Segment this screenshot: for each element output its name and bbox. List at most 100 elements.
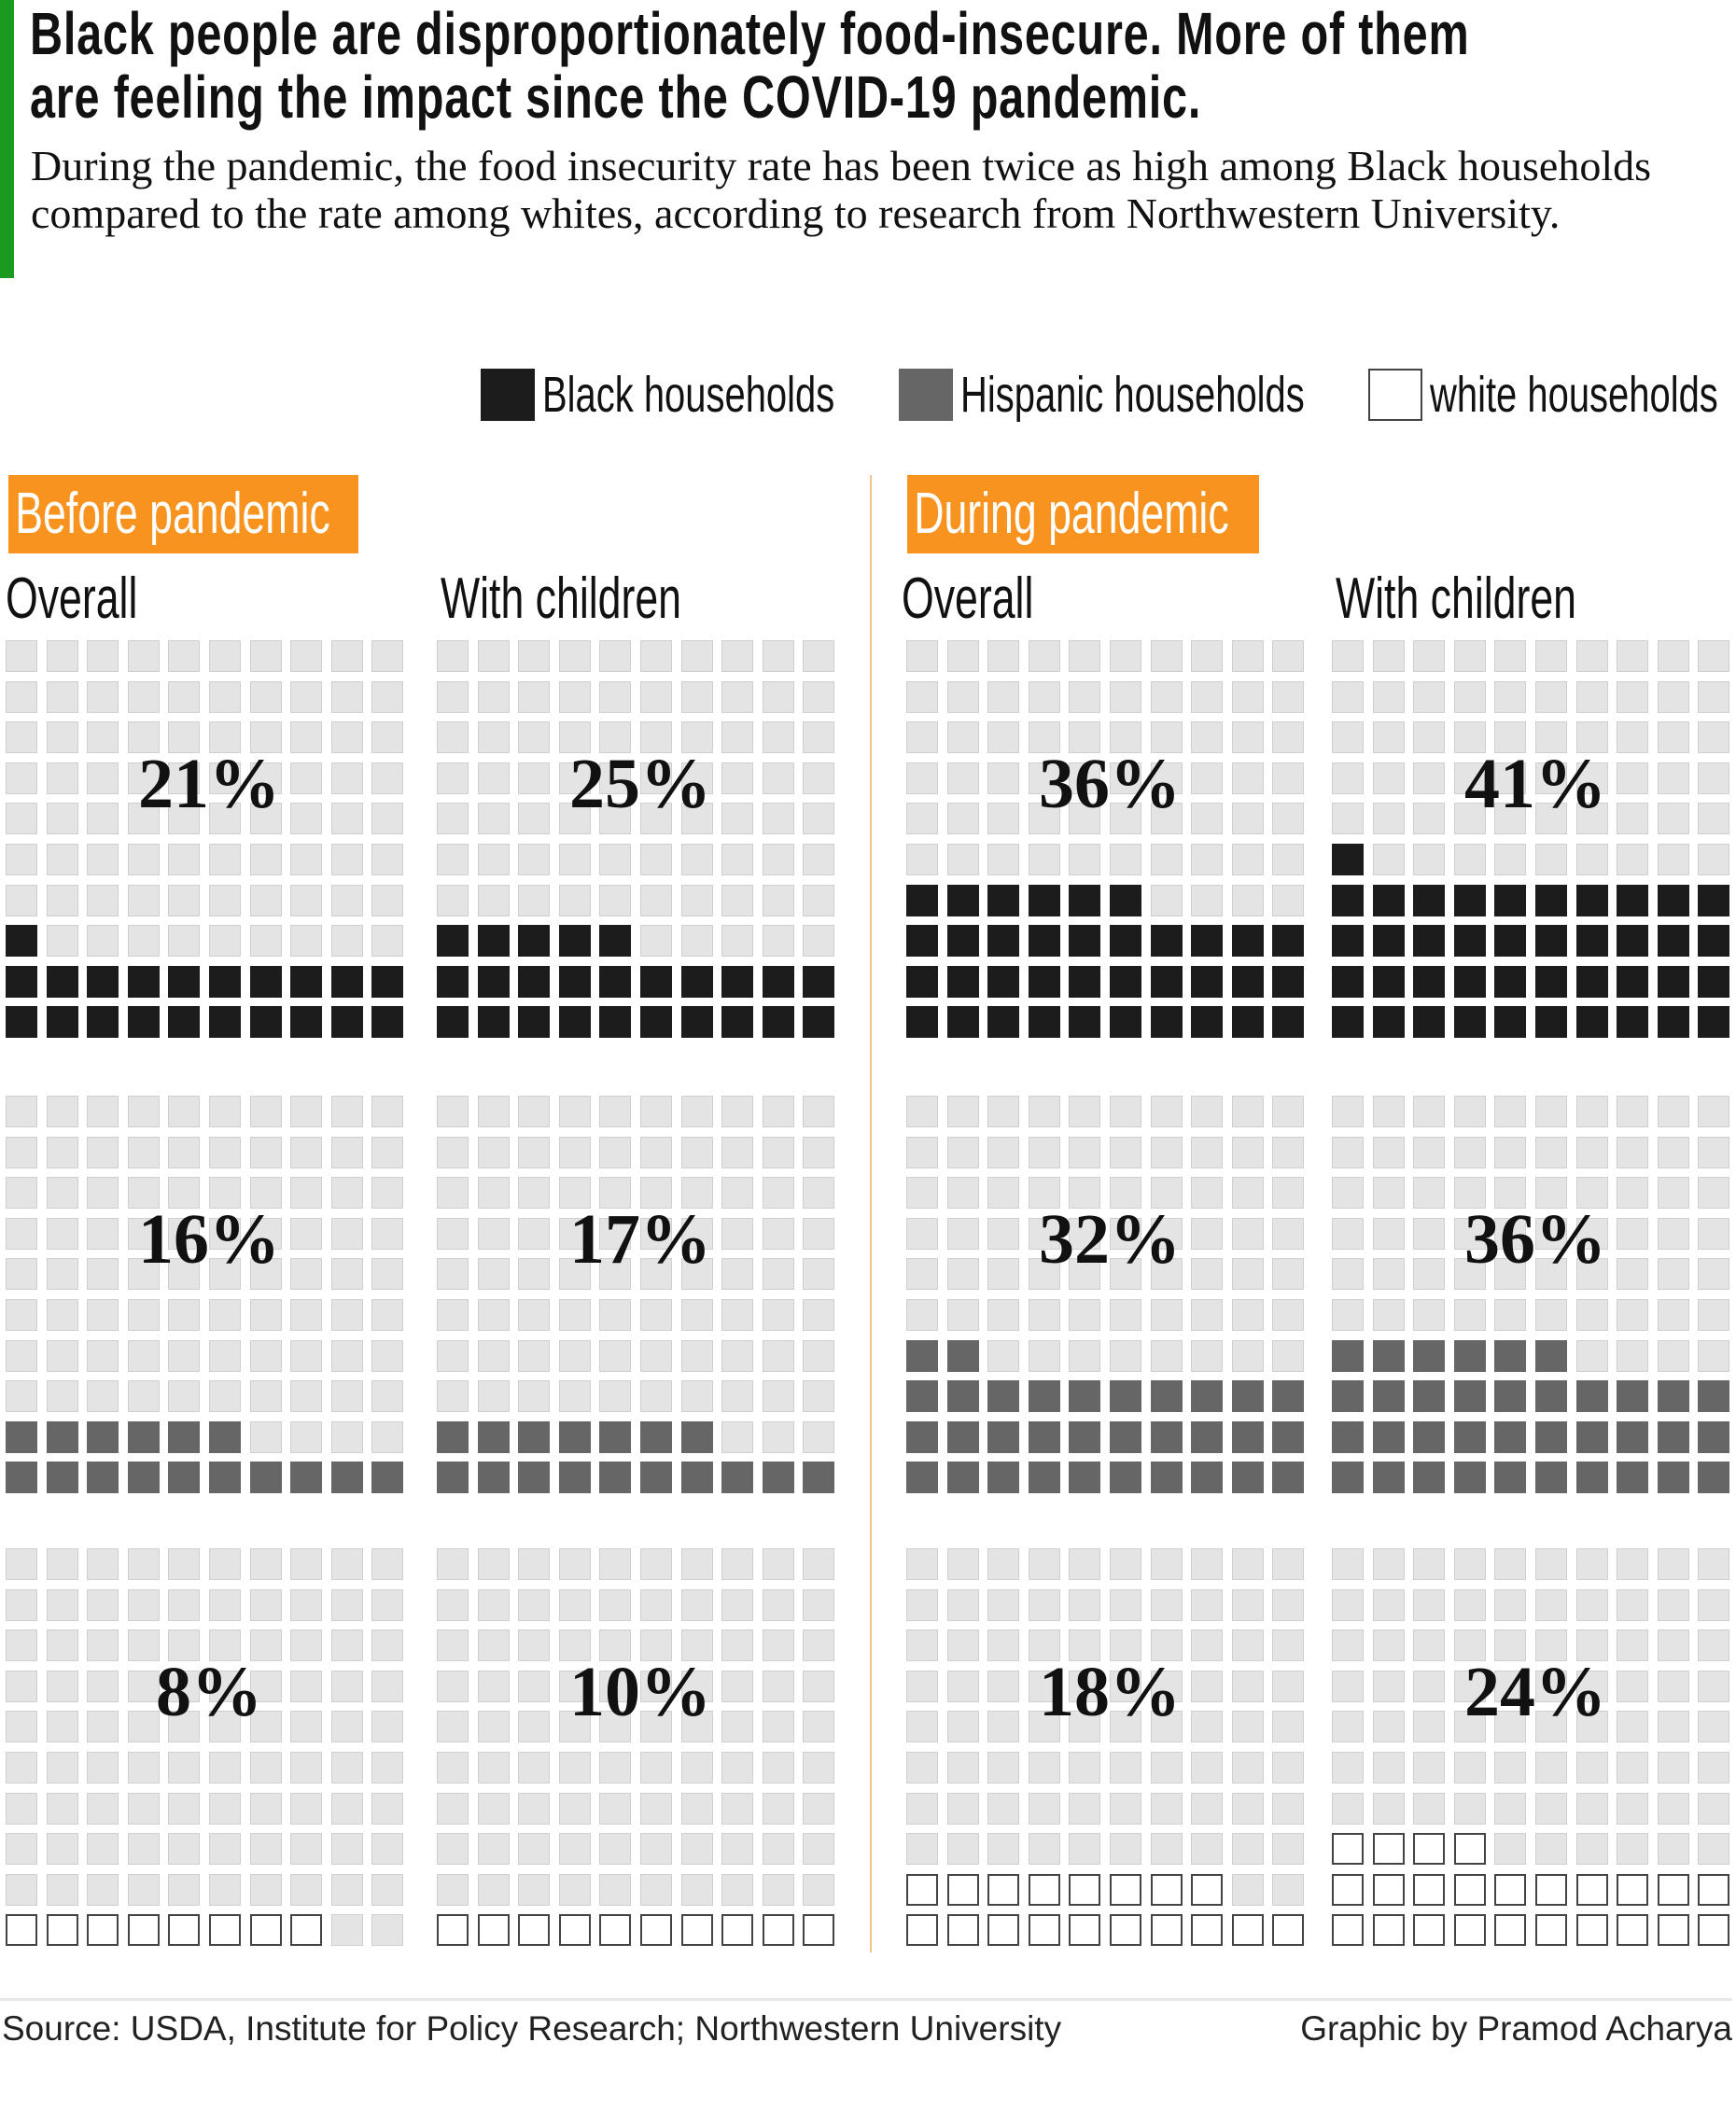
waffle-cell-hispanic: [906, 1380, 938, 1413]
legend-swatch-hispanic: [899, 369, 953, 421]
waffle-cell-empty: [1575, 1792, 1608, 1825]
waffle-cell-empty: [640, 1792, 672, 1825]
waffle-cell-empty: [46, 803, 78, 835]
waffle-cell-empty: [127, 1380, 160, 1413]
waffle-cell-empty: [518, 884, 551, 916]
waffle-cell-empty: [1150, 762, 1183, 794]
waffle-cell-empty: [249, 721, 282, 754]
waffle-cell-empty: [518, 1588, 551, 1621]
waffle-cell-empty: [803, 1136, 835, 1168]
waffle-cell-empty: [1657, 1833, 1689, 1866]
waffle-cell-empty: [1332, 1711, 1364, 1743]
waffle-cell-empty: [762, 680, 794, 713]
subhead-during-children: With children: [1336, 566, 1577, 631]
waffle-cell-empty: [46, 1136, 78, 1168]
waffle-cell-empty: [1535, 1670, 1567, 1702]
waffle-cell-empty: [46, 1548, 78, 1580]
waffle-cell-white: [477, 1914, 510, 1947]
waffle-cell-empty: [1413, 1217, 1446, 1250]
waffle-cell-black: [640, 965, 672, 998]
waffle-cell-empty: [46, 1792, 78, 1825]
waffle-cell-empty: [437, 1177, 469, 1210]
waffle-cell-hispanic: [290, 1462, 323, 1494]
waffle-cell-hispanic: [1028, 1462, 1060, 1494]
badge-during-pandemic: During pandemic: [907, 475, 1259, 553]
waffle-cell-empty: [249, 1380, 282, 1413]
waffle-cell-empty: [721, 721, 754, 754]
waffle-cell-empty: [330, 1136, 363, 1168]
waffle-cell-empty: [1191, 721, 1224, 754]
waffle-cell-black: [1494, 925, 1527, 958]
waffle-cell-empty: [762, 1096, 794, 1127]
waffle-cell-empty: [1191, 762, 1224, 794]
waffle-cell-empty: [906, 1629, 938, 1662]
waffle-cell-empty: [249, 1420, 282, 1453]
waffle-white-0-1: 10%: [437, 1548, 844, 1955]
waffle-cell-empty: [906, 1711, 938, 1743]
legend-label: Hispanic households: [960, 367, 1305, 423]
waffle-cell-black: [1657, 884, 1689, 916]
waffle-cell-empty: [640, 640, 672, 672]
waffle-cell-empty: [1191, 1339, 1224, 1372]
waffle-cell-empty: [1150, 844, 1183, 875]
waffle-cell-empty: [1372, 1177, 1405, 1210]
waffle-cell-black: [1413, 884, 1446, 916]
waffle-cell-empty: [209, 1339, 241, 1372]
waffle-cell-empty: [477, 1752, 510, 1783]
waffle-cell-empty: [127, 925, 160, 958]
waffle-cell-white: [906, 1873, 938, 1906]
waffle-cell-hispanic: [803, 1462, 835, 1494]
waffle-cell-empty: [1150, 721, 1183, 754]
waffle-cell-empty: [437, 721, 469, 754]
waffle-cell-empty: [721, 1177, 754, 1210]
waffle-cell-empty: [371, 1096, 404, 1127]
waffle-cell-empty: [46, 1258, 78, 1291]
waffle-cell-hispanic: [1535, 1420, 1567, 1453]
waffle-cell-empty: [721, 1258, 754, 1291]
waffle-cell-hispanic: [1110, 1420, 1141, 1453]
waffle-cell-empty: [1332, 1217, 1364, 1250]
waffle-cell-empty: [599, 1339, 632, 1372]
waffle-cell-empty: [437, 1752, 469, 1783]
waffle-cell-empty: [803, 1217, 835, 1250]
waffle-cell-empty: [803, 1833, 835, 1866]
waffle-cell-black: [1617, 884, 1649, 916]
waffle-cell-empty: [640, 844, 672, 875]
waffle-cell-empty: [249, 1339, 282, 1372]
waffle-cell-empty: [1657, 1258, 1689, 1291]
waffle-cell-empty: [640, 803, 672, 835]
waffle-cell-empty: [249, 1752, 282, 1783]
waffle-cell-empty: [6, 1217, 37, 1250]
waffle-cell-empty: [1657, 1792, 1689, 1825]
waffle-cell-empty: [1272, 1177, 1305, 1210]
waffle-cell-empty: [330, 1914, 363, 1947]
waffle-cell-empty: [1028, 803, 1060, 835]
waffle-cell-hispanic: [1453, 1462, 1486, 1494]
waffle-cell-empty: [1372, 1258, 1405, 1291]
waffle-cell-empty: [330, 1873, 363, 1906]
waffle-cell-empty: [1150, 1670, 1183, 1702]
waffle-cell-hispanic: [680, 1420, 713, 1453]
waffle-cell-hispanic: [1372, 1339, 1405, 1372]
waffle-cell-white: [1575, 1914, 1608, 1947]
waffle-cell-empty: [946, 721, 979, 754]
waffle-cell-empty: [1332, 1752, 1364, 1783]
waffle-cell-empty: [46, 1711, 78, 1743]
waffle-cell-empty: [1191, 1792, 1224, 1825]
waffle-cell-empty: [437, 1217, 469, 1250]
waffle-cell-empty: [558, 1752, 591, 1783]
waffle-cell-empty: [1657, 1136, 1689, 1168]
waffle-cell-black: [6, 965, 37, 998]
waffle-cell-empty: [599, 1670, 632, 1702]
waffle-cell-empty: [1372, 1792, 1405, 1825]
waffle-cell-empty: [1535, 1588, 1567, 1621]
waffle-cell-empty: [1069, 1299, 1101, 1331]
waffle-cell-empty: [46, 1380, 78, 1413]
waffle-cell-empty: [1332, 803, 1364, 835]
legend-item-black: Black households: [481, 366, 850, 424]
waffle-cell-empty: [1150, 1792, 1183, 1825]
waffle-cell-empty: [87, 640, 119, 672]
waffle-cell-empty: [803, 1339, 835, 1372]
waffle-cell-empty: [127, 803, 160, 835]
waffle-cell-empty: [640, 1258, 672, 1291]
